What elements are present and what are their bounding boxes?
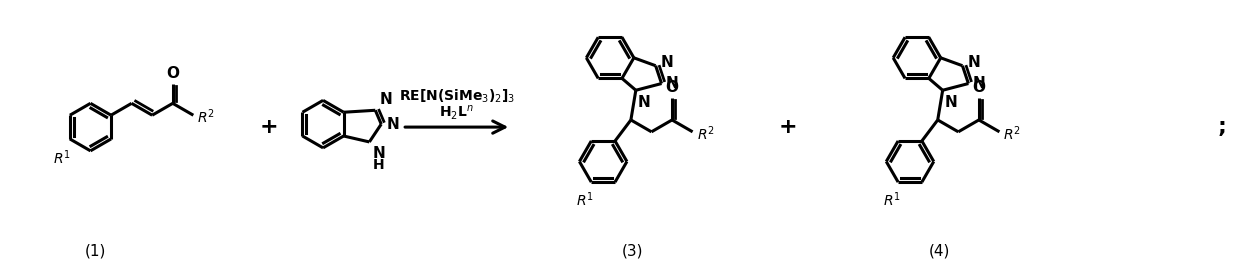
Text: (4): (4) — [929, 244, 950, 259]
Text: N: N — [637, 95, 651, 110]
Text: N: N — [945, 95, 957, 110]
Text: +: + — [259, 117, 278, 137]
Text: $R^2$: $R^2$ — [1003, 125, 1022, 143]
Text: RE[N(SiMe$_3$)$_2$]$_3$: RE[N(SiMe$_3$)$_2$]$_3$ — [398, 88, 515, 105]
Text: O: O — [666, 80, 678, 95]
Text: N: N — [386, 117, 399, 132]
Text: N: N — [372, 146, 386, 161]
Text: N: N — [972, 76, 985, 91]
Text: $R^1$: $R^1$ — [53, 149, 71, 168]
Text: N: N — [967, 55, 980, 70]
Text: $R^1$: $R^1$ — [577, 190, 594, 209]
Text: (3): (3) — [622, 244, 644, 259]
Text: O: O — [166, 66, 180, 81]
Text: N: N — [379, 92, 392, 107]
Text: +: + — [779, 117, 797, 137]
Text: $R^2$: $R^2$ — [697, 125, 714, 143]
Text: ;: ; — [1218, 117, 1226, 137]
Text: H: H — [372, 158, 384, 172]
Text: $R^2$: $R^2$ — [197, 108, 215, 126]
Text: N: N — [666, 76, 678, 91]
Text: O: O — [972, 80, 986, 95]
Text: $R^1$: $R^1$ — [883, 190, 901, 209]
Text: H$_2$L$^n$: H$_2$L$^n$ — [439, 104, 474, 122]
Text: (1): (1) — [84, 244, 107, 259]
Text: N: N — [661, 55, 673, 70]
